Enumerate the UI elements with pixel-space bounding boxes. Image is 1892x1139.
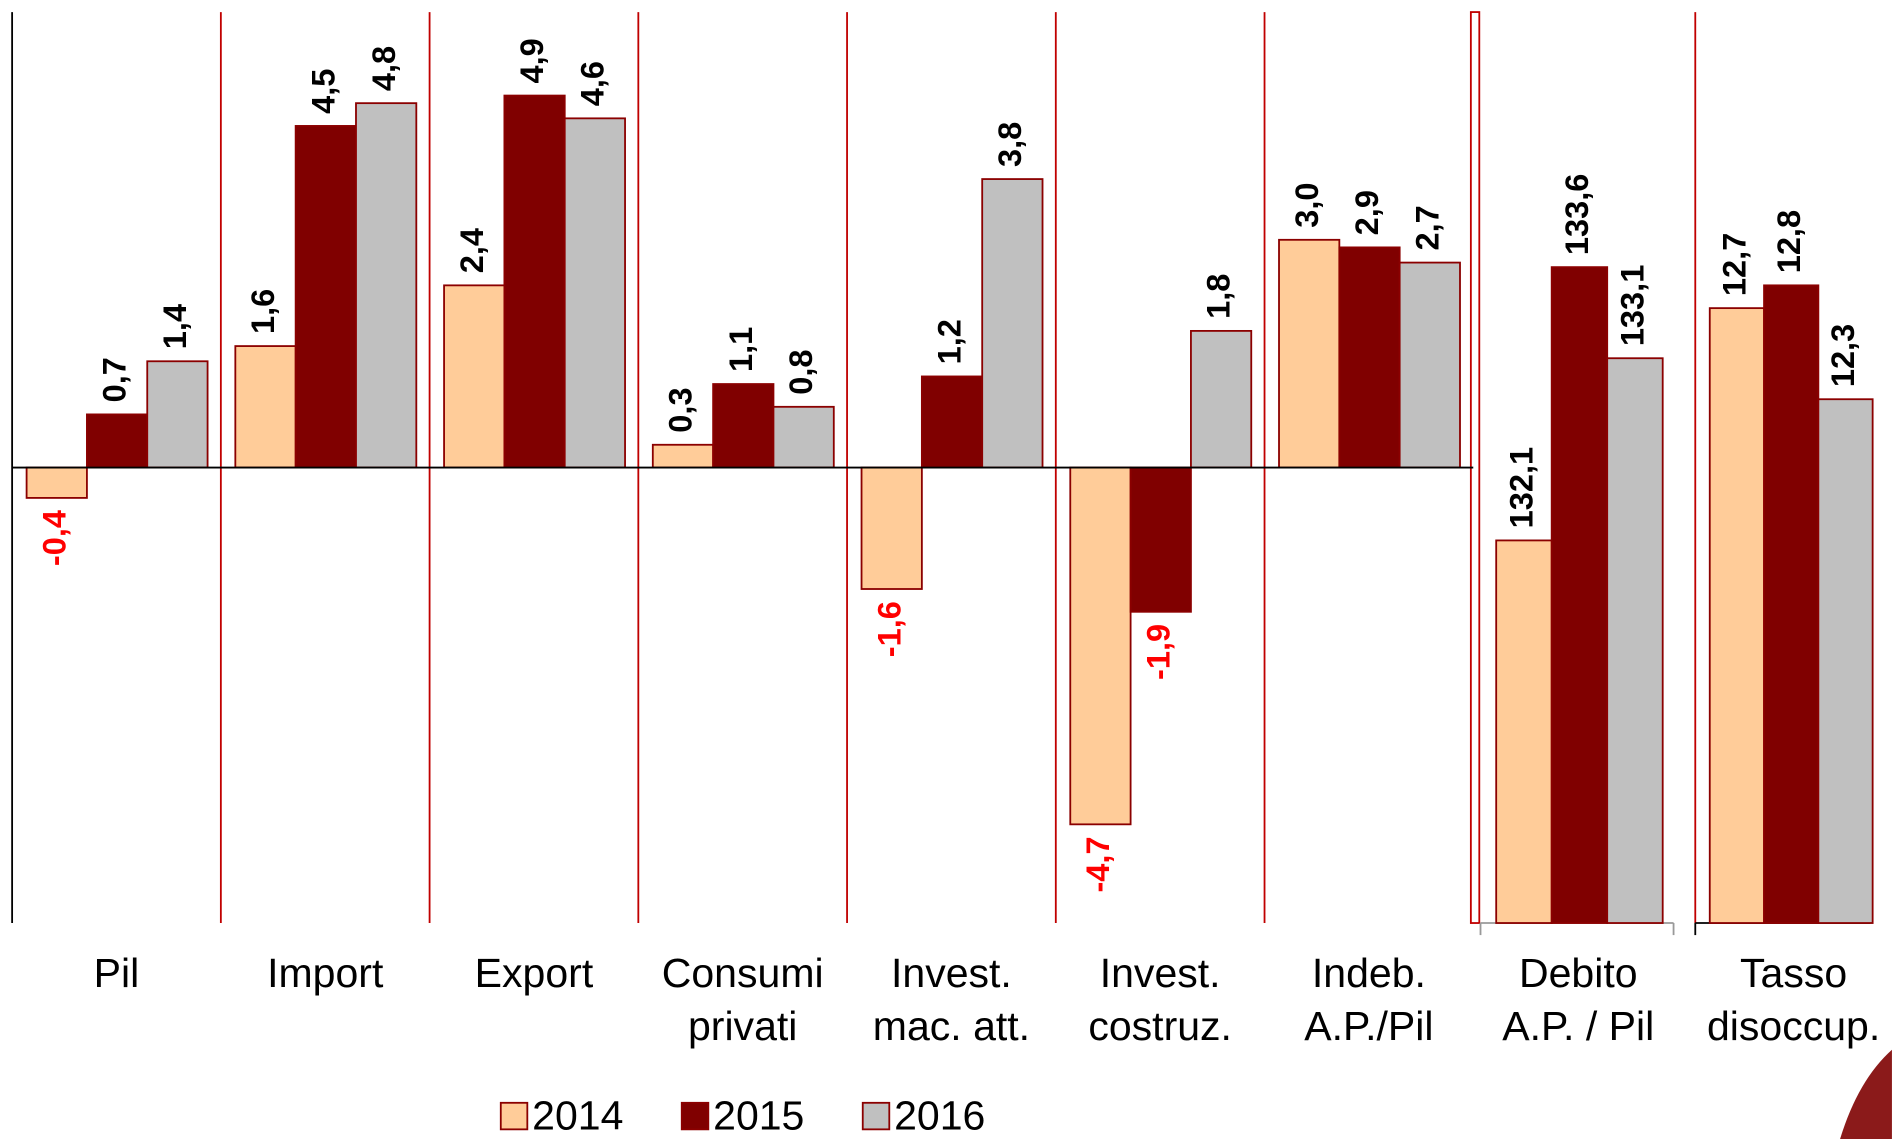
x-tick-label-box: Debito A.P. / Pil [1502, 950, 1655, 1050]
bar [1069, 466, 1132, 826]
bar [503, 94, 566, 469]
data-label: 4,6 [574, 61, 610, 106]
bar [1398, 261, 1461, 469]
data-label: 0,3 [663, 387, 699, 432]
bar [355, 102, 418, 469]
x-tick-label-box: Import [267, 950, 384, 997]
data-label: 3,8 [992, 122, 1028, 167]
data-label: 132,1 [1504, 447, 1540, 529]
bar [86, 413, 149, 469]
x-tick-label-box: Consumi privati [661, 950, 824, 1050]
x-tick-label: Invest. mac. att. [872, 950, 1031, 1050]
decoration [1840, 1049, 1892, 1139]
data-label: 3,0 [1289, 182, 1325, 227]
x-tick-label-box: Tasso disoccup. [1706, 950, 1881, 1050]
x-tick-label: Invest. costruz. [1088, 950, 1232, 1050]
data-label: 1,4 [157, 304, 193, 349]
data-label: 12,3 [1825, 324, 1861, 387]
x-tick-label: Tasso disoccup. [1706, 950, 1881, 1050]
bar [234, 345, 297, 469]
data-label: 2,9 [1349, 190, 1385, 235]
bar [1495, 539, 1553, 924]
data-label: -1,9 [1140, 624, 1176, 680]
x-tick-label-box: Export [474, 950, 594, 997]
bar [772, 405, 835, 469]
legend-label: 2016 [894, 1092, 985, 1138]
data-label: 133,1 [1615, 265, 1651, 347]
x-tick-label: Consumi privati [661, 950, 824, 1050]
data-label: -4,7 [1080, 836, 1116, 892]
x-tick-label-box: Invest. costruz. [1088, 950, 1232, 1050]
x-tick-label: Indeb. A.P./Pil [1304, 950, 1434, 1050]
data-label: 1,1 [723, 327, 759, 372]
data-label: 1,6 [245, 289, 281, 334]
bar [563, 117, 626, 469]
bar [1338, 246, 1401, 469]
data-label: 1,8 [1201, 274, 1237, 319]
data-label: 4,8 [366, 46, 402, 91]
x-tick-label: Export [474, 950, 594, 997]
bar [1763, 284, 1820, 924]
bar [146, 360, 209, 469]
bar [1278, 238, 1341, 469]
data-label: 1,2 [932, 319, 968, 364]
data-label: 12,7 [1717, 233, 1753, 296]
bar [981, 178, 1044, 469]
x-tick-label: Debito A.P. / Pil [1502, 950, 1655, 1050]
bar [651, 443, 715, 469]
bar [1708, 307, 1765, 924]
bar [1190, 329, 1253, 469]
bar [712, 383, 775, 469]
legend-swatch [861, 1101, 891, 1131]
bar [920, 375, 984, 469]
data-label: 0,7 [97, 357, 133, 402]
legend-label: 2015 [713, 1092, 804, 1138]
bar [1817, 398, 1874, 924]
bar [1606, 357, 1664, 924]
x-tick-label-box: Indeb. A.P./Pil [1304, 950, 1434, 1050]
data-label: 2,4 [454, 228, 490, 273]
x-tick-label: Pil [93, 950, 140, 997]
x-tick-label: Import [267, 950, 384, 997]
legend-label: 2014 [532, 1092, 623, 1138]
bar [860, 466, 923, 590]
legend-swatch [680, 1101, 710, 1131]
bar [294, 125, 357, 469]
data-label: -0,4 [36, 510, 72, 566]
data-label: 4,9 [514, 38, 550, 83]
bar [1129, 466, 1192, 613]
data-label: -1,6 [871, 601, 907, 657]
x-tick-label-box: Invest. mac. att. [872, 950, 1031, 1050]
data-label: 4,5 [305, 69, 341, 114]
data-label: 133,6 [1559, 174, 1595, 256]
bar [25, 466, 88, 499]
bar [1550, 266, 1609, 924]
bar [443, 284, 506, 469]
x-tick-label-box: Pil [93, 950, 140, 997]
legend-swatch [499, 1101, 529, 1131]
data-label: 12,8 [1771, 210, 1807, 273]
data-label: 2,7 [1409, 205, 1445, 250]
data-label: 0,8 [783, 349, 819, 394]
